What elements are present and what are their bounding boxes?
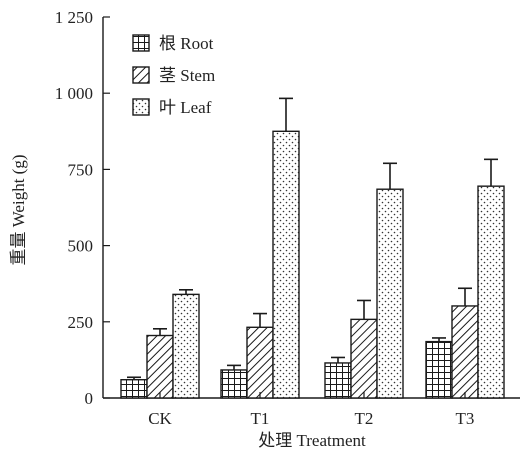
bar-grid-t3 (425, 340, 453, 399)
legend-label-dots: 叶 Leaf (159, 98, 212, 117)
bar-grid-ck (120, 379, 148, 399)
bar-hatch-t1 (246, 326, 274, 399)
y-tick-label: 500 (68, 237, 94, 256)
bar-hatch-t2 (350, 318, 378, 399)
bar-hatch-ck (146, 334, 174, 399)
bar-hatch-t3 (451, 305, 479, 399)
x-ticks: CK T1 T2 T3 (148, 392, 474, 428)
legend-label-grid: 根 Root (159, 34, 214, 53)
bar-dots-ck (172, 293, 200, 399)
x-tick-label: T2 (355, 409, 374, 428)
bar-dots-t2 (376, 188, 404, 399)
error-bars (127, 97, 498, 380)
y-tick-label: 750 (68, 160, 94, 179)
bars (120, 130, 505, 399)
bar-dots-t3 (477, 185, 505, 399)
legend-swatch-dots (132, 98, 150, 116)
legend-swatch-hatch (132, 66, 150, 84)
y-ticks: 0 250 500 750 1 000 1 250 (55, 8, 110, 408)
y-tick-label: 1 000 (55, 84, 93, 103)
x-axis-title: 处理 Treatment (258, 431, 366, 450)
bar-dots-t1 (272, 130, 300, 399)
bar-grid-t1 (220, 369, 248, 399)
x-tick-label: T3 (456, 409, 475, 428)
x-tick-label: CK (148, 409, 172, 428)
bar-grid-t2 (324, 362, 352, 399)
legend-label-hatch: 茎 Stem (159, 66, 215, 85)
legend: 根 Root 茎 Stem 叶 Leaf (132, 34, 215, 117)
y-axis-title: 重量 Weight (g) (9, 155, 28, 266)
y-tick-label: 250 (68, 313, 94, 332)
y-tick-label: 1 250 (55, 8, 93, 27)
legend-swatch-grid (132, 34, 150, 52)
y-tick-label: 0 (85, 389, 94, 408)
x-tick-label: T1 (251, 409, 270, 428)
